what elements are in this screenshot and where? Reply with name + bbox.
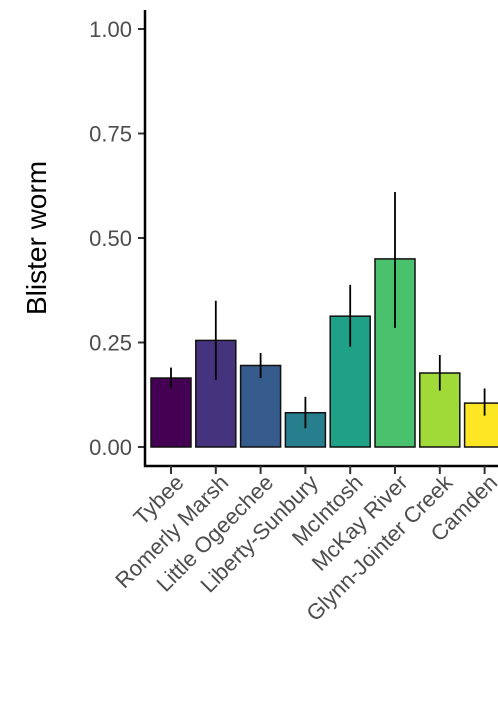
- y-tick-label: 0.00: [89, 435, 132, 460]
- bar: [195, 339, 237, 448]
- y-tick-label: 0.50: [89, 226, 132, 251]
- error-bars: [170, 192, 486, 429]
- y-axis-ticks: 0.00 0.25 0.50 0.75 1.00: [89, 17, 145, 460]
- y-tick-label: 0.25: [89, 331, 132, 356]
- bar: [463, 402, 498, 448]
- y-axis-title: Blister worm: [21, 161, 52, 315]
- bar: [150, 377, 192, 448]
- y-tick-label: 0.75: [89, 122, 132, 147]
- bars: [150, 258, 498, 448]
- y-tick-label: 1.00: [89, 17, 132, 42]
